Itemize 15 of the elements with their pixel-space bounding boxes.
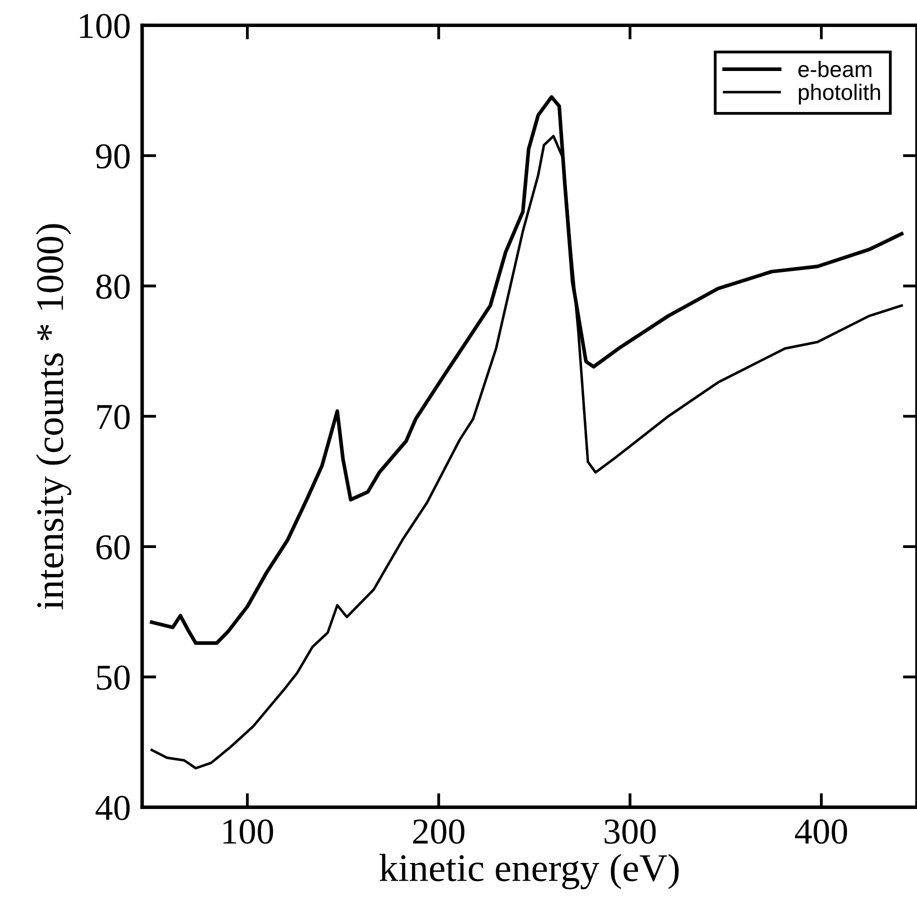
- x-axis-title: kinetic energy (eV): [379, 854, 679, 890]
- y-tick-label: 70: [97, 404, 130, 430]
- legend-label: photolith: [798, 84, 880, 105]
- y-tick-label: 80: [96, 274, 130, 299]
- x-tick-label: 100: [223, 819, 274, 844]
- x-tick-label: 300: [604, 819, 656, 844]
- y-tick-label: 90: [96, 144, 130, 169]
- y-axis-title: intensity (counts * 1000): [36, 224, 72, 610]
- y-tick-label: 100: [80, 14, 130, 38]
- y-tick-label: 40: [96, 796, 130, 820]
- x-tick-label: 400: [794, 819, 848, 844]
- legend-label: e-beam: [798, 60, 872, 78]
- y-tick-label: 50: [97, 665, 130, 690]
- y-tick-label: 60: [96, 535, 130, 560]
- x-tick-label: 200: [413, 819, 464, 844]
